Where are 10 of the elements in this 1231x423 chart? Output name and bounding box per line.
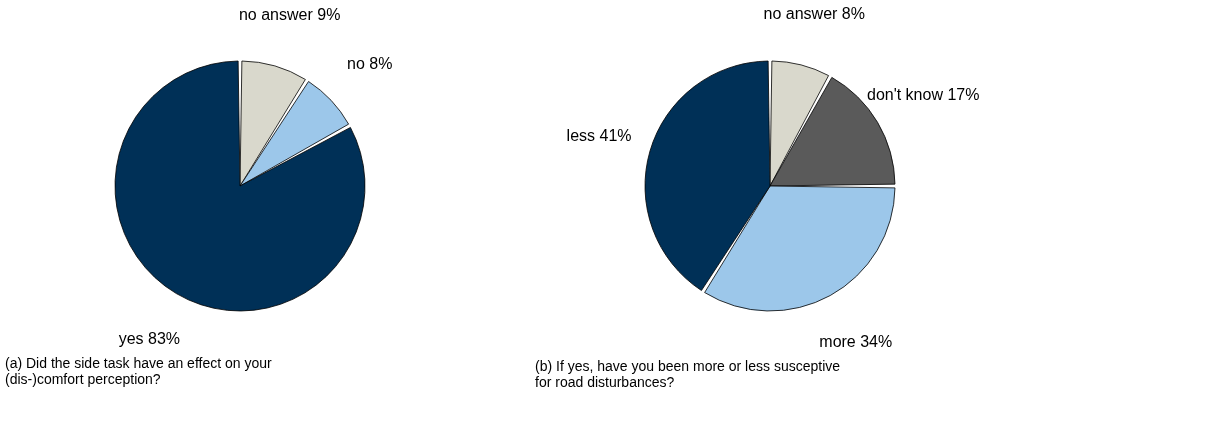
text: (a) Did the side task have an effect on your (dis-)comfort perception? xyxy=(5,355,273,388)
slice-label: yes 83% xyxy=(118,330,181,348)
slice-label: don't know 17% xyxy=(866,86,980,104)
slice-label: no answer 8% xyxy=(763,4,865,22)
slice-label: less 41% xyxy=(566,127,632,145)
slice-label: no answer 9% xyxy=(238,6,341,24)
slice-label: no 8% xyxy=(347,55,393,73)
slice-label: more 34% xyxy=(819,332,893,350)
pie-slice xyxy=(114,60,366,312)
text: (b) If yes, have you been more or less susceptive for road disturbances? xyxy=(535,357,841,390)
